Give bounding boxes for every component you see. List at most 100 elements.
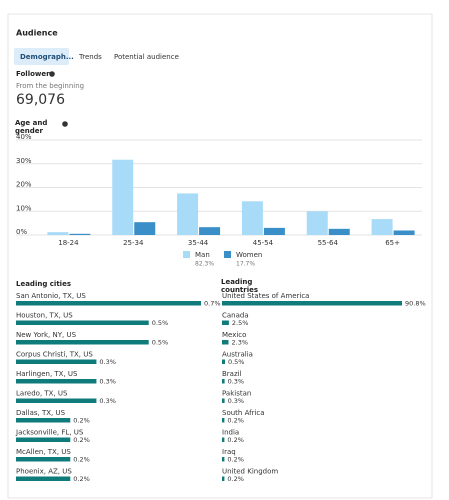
y-tick-label: 10% [16,204,32,212]
bar [263,227,285,235]
cities-title: Leading cities [16,280,71,288]
list-value: 0.2% [227,456,244,464]
bar [371,219,393,235]
bar [393,230,415,235]
list-value: 0.3% [99,358,116,366]
countries-title-box: Leading countries [221,278,259,294]
list-label: Mexico [222,331,246,339]
list-label: Houston, TX, US [16,312,73,320]
list-value: 2.5% [232,319,249,327]
list-bar [222,340,229,345]
bar [241,201,263,235]
chart-title-box: Age and gender [15,119,48,135]
y-tick-label: 40% [16,133,32,141]
list-label: Phoenix, AZ, US [16,468,72,476]
list-bar [222,359,225,364]
bar [112,159,134,235]
list-value: 0.5% [152,319,169,327]
list-bar [222,437,225,442]
list-value: 0.7% [204,300,221,308]
list-bar [222,398,225,403]
y-tick-label: 0% [16,228,27,236]
legend-swatch [224,251,231,258]
list-bar [16,418,71,423]
list-bar [16,457,71,462]
list-bar [222,457,225,462]
list-value: 2.3% [232,339,249,347]
countries-title: Leading countries [221,278,259,294]
list-label: Dallas, TX, US [16,409,66,417]
list-label: McAllen, TX, US [16,448,71,456]
followers-label: Followers [16,70,54,78]
list-label: United States of America [222,292,309,300]
list-bar [222,476,225,481]
list-label: Jacksonville, FL, US [15,429,84,437]
y-tick-label: 30% [16,157,32,165]
tab[interactable]: Demograph... [20,53,74,61]
x-tick-label: 18-24 [58,239,79,247]
list-value: 0.2% [73,436,90,444]
tab[interactable]: Potential audience [114,53,179,61]
list-value: 0.2% [227,417,244,425]
list-value: 0.2% [227,475,244,483]
followers-value: 69,076 [16,92,65,108]
list-label: Harlingen, TX, US [16,370,78,378]
x-tick-label: 35-44 [188,239,209,247]
list-label: United Kingdom [222,468,278,476]
info-icon[interactable] [62,121,68,127]
list-value: 0.2% [73,456,90,464]
list-value: 0.3% [99,397,116,405]
list-value: 90.8% [405,300,426,308]
info-icon[interactable] [49,71,55,77]
legend-label: Women [236,251,262,259]
bar [69,233,91,235]
card [7,13,433,499]
list-label: India [222,429,239,437]
list-value: 0.2% [227,436,244,444]
list-bar [16,359,97,364]
list-value: 0.5% [228,358,245,366]
list-value: 0.3% [228,397,245,405]
list-bar [222,301,402,306]
bar [177,193,199,235]
bar [306,211,328,235]
list-value: 0.3% [99,378,116,386]
x-tick-label: 55-64 [318,239,339,247]
tab[interactable]: Trends [78,53,102,61]
list-bar [16,340,149,345]
x-tick-label: 45-54 [253,239,274,247]
list-bar [16,379,97,384]
list-label: Corpus Christi, TX, US [16,351,93,359]
list-label: Australia [222,351,253,359]
list-bar [16,320,149,325]
legend-swatch [183,251,190,258]
list-value: 0.3% [228,378,245,386]
list-label: Pakistan [222,390,251,398]
list-value: 0.5% [152,339,169,347]
legend-share: 82.3% [195,261,214,268]
x-tick-label: 25-34 [123,239,144,247]
x-tick-label: 65+ [385,239,400,247]
list-label: Laredo, TX, US [16,390,68,398]
list-bar [16,437,71,442]
title: Audience [16,29,58,38]
list-value: 0.2% [73,475,90,483]
list-label: South Africa [222,409,265,417]
legend-label: Man [195,251,210,259]
list-label: San Antonio, TX, US [16,292,86,300]
bar [328,228,350,235]
legend-share: 17.7% [236,261,255,268]
bar [47,232,69,235]
active-tab-bg [14,48,69,65]
list-bar [222,418,225,423]
chart-title: Age and gender [15,119,48,135]
list-bar [16,301,201,306]
bar [134,222,156,235]
list-label: New York, NY, US [16,331,77,339]
list-label: Brazil [222,370,242,378]
list-bar [222,379,225,384]
list-bar [16,476,71,481]
followers-subtitle: From the beginning [16,82,84,90]
y-tick-label: 20% [16,181,32,189]
